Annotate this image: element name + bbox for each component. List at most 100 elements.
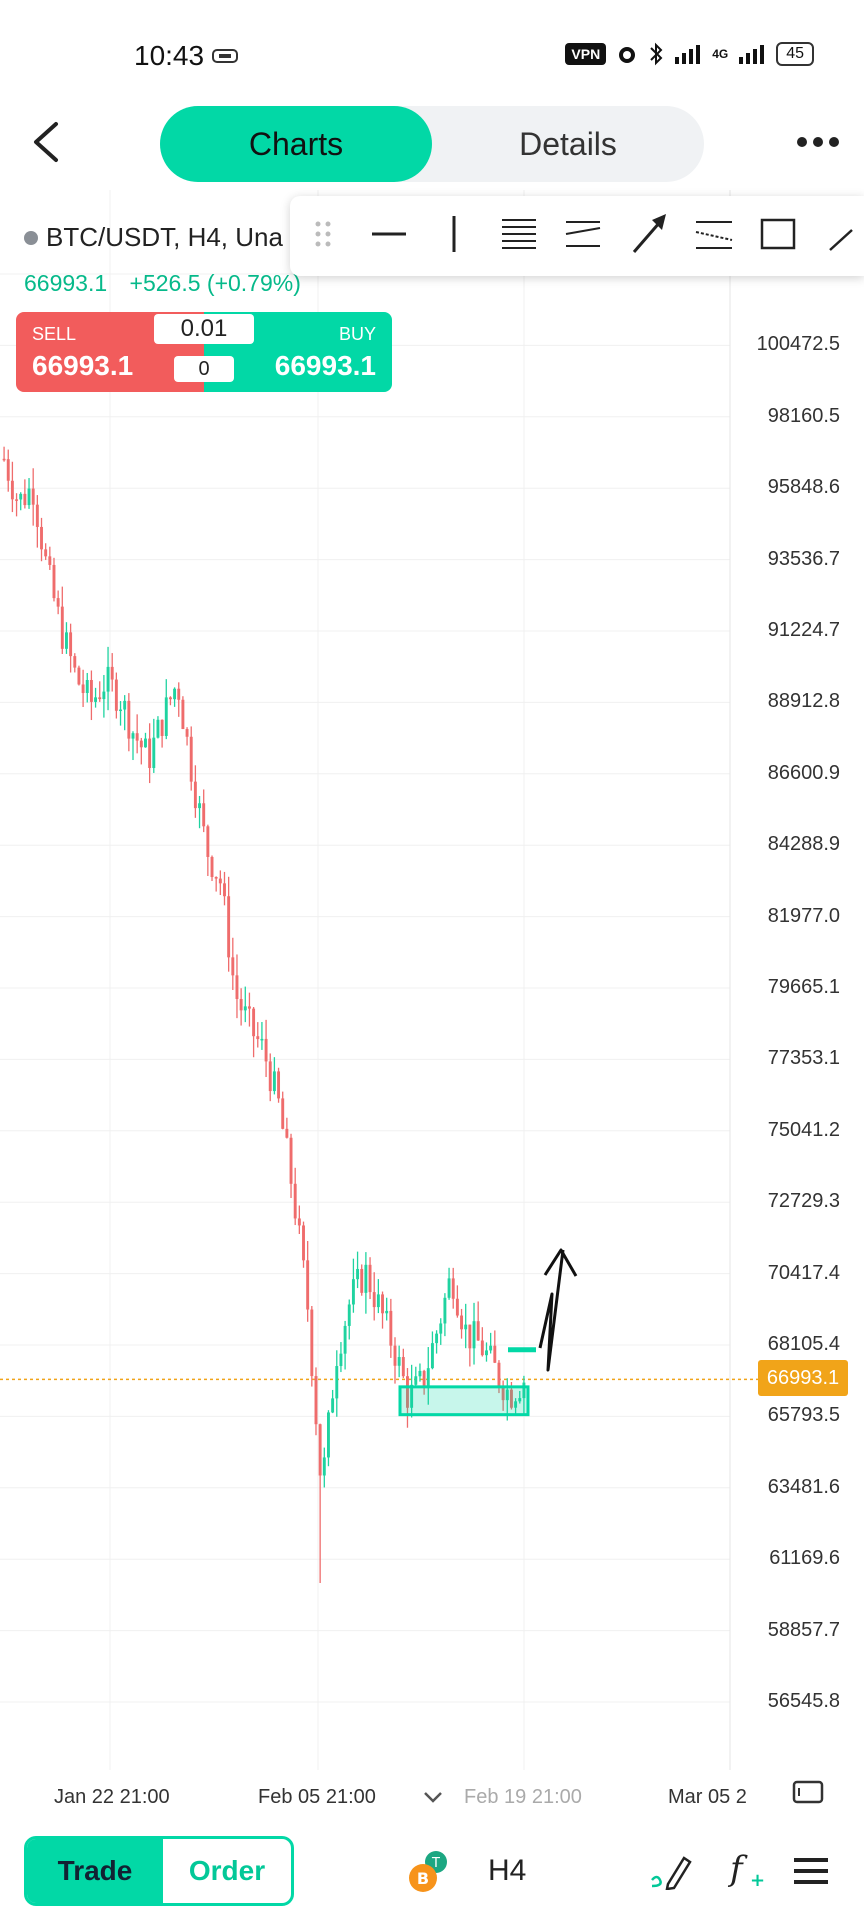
candle-body (455, 1298, 459, 1316)
candle-body (23, 493, 27, 506)
candle-body (98, 697, 102, 700)
candle-body (264, 1038, 268, 1062)
back-icon[interactable] (24, 118, 72, 166)
candle-body (401, 1357, 405, 1377)
bottom-bar: Trade Order T B H4 f + (0, 1820, 864, 1920)
trade-order-tabs: Trade Order (24, 1836, 294, 1906)
candle-body (160, 719, 164, 736)
candle-body (35, 504, 39, 527)
candle-body (306, 1260, 310, 1310)
support-zone-rectangle (398, 1385, 530, 1417)
tab-charts[interactable]: Charts (160, 106, 432, 182)
y-tick: 68105.4 (767, 1333, 840, 1355)
quantity-input[interactable]: 0.01 (154, 314, 254, 344)
signal-icon (675, 45, 701, 64)
y-tick: 79665.1 (767, 976, 840, 998)
candle-body (235, 975, 239, 999)
candle-body (114, 679, 118, 711)
candle-body (522, 1382, 526, 1399)
candle-body (514, 1401, 518, 1408)
drag-handle-icon[interactable] (315, 221, 331, 247)
candle-body (393, 1345, 397, 1366)
y-tick: 77353.1 (767, 1047, 840, 1070)
x-tick: Jan 22 21:00 (54, 1786, 170, 1808)
candle-body (368, 1264, 372, 1293)
bitcoin-icon[interactable]: T B (406, 1850, 450, 1894)
candle-body (2, 458, 6, 461)
svg-text:T: T (431, 1856, 440, 1871)
y-tick: 93536.7 (767, 547, 840, 570)
candle-body (505, 1389, 509, 1401)
candle-body (302, 1225, 305, 1261)
candle-body (468, 1324, 472, 1349)
parallel-channel-icon[interactable] (565, 221, 601, 247)
candle-body (322, 1457, 326, 1476)
y-tick: 88912.8 (767, 690, 840, 713)
candle-body (227, 896, 231, 958)
candle-body (15, 499, 19, 501)
candle-body (476, 1321, 480, 1341)
fib-retracement-icon[interactable] (502, 219, 536, 249)
tab-trade[interactable]: Trade (27, 1839, 163, 1903)
candle-body (389, 1310, 393, 1346)
candle-body (260, 1038, 264, 1041)
last-price: 66993.1 (24, 270, 108, 296)
regression-channel-icon[interactable] (695, 221, 733, 249)
trade-widget: SELL 66993.1 BUY 66993.1 0.01 0 (16, 312, 392, 392)
candle-body (509, 1389, 513, 1408)
y-tick: 70417.4 (767, 1261, 840, 1284)
candle-body (31, 488, 35, 505)
candle-body (123, 700, 127, 710)
candle-body (376, 1294, 380, 1308)
candle-body (40, 526, 43, 550)
indicators-icon[interactable]: f + (724, 1844, 768, 1892)
line-icon[interactable] (829, 229, 853, 251)
candle-body (6, 459, 10, 481)
candle-body (347, 1304, 351, 1326)
bluetooth-icon (650, 42, 663, 66)
chart-annotations (398, 1248, 578, 1417)
candle-body (152, 737, 156, 768)
price-change: +526.5 (+0.79%) (129, 270, 301, 296)
draw-tool-icon[interactable] (648, 1850, 694, 1890)
candle-body (443, 1297, 447, 1324)
candle-body (327, 1412, 330, 1458)
tab-details[interactable]: Details (519, 126, 617, 162)
candle-body (518, 1398, 522, 1402)
candle-body (193, 781, 197, 809)
menu-icon[interactable] (794, 1856, 828, 1886)
buy-label: BUY (338, 324, 376, 344)
chevron-down-icon[interactable] (420, 1784, 446, 1810)
fullscreen-icon[interactable] (792, 1780, 824, 1804)
candle-body (364, 1264, 368, 1293)
y-tick: 81977.0 (767, 904, 840, 927)
candle-body (231, 957, 235, 976)
candle-body (19, 493, 23, 500)
candle-body (185, 729, 189, 737)
candle-body (318, 1424, 322, 1476)
candle-body (435, 1333, 439, 1344)
candle-body (131, 733, 135, 739)
candle-body (110, 666, 114, 680)
candle-body (189, 736, 193, 782)
up-arrow-head (543, 1248, 578, 1277)
status-icons: VPN 4G 45 (565, 42, 814, 66)
timeframe-selector[interactable]: H4 (488, 1854, 527, 1887)
price-chart[interactable] (0, 190, 864, 1800)
y-tick: 98160.5 (767, 404, 840, 427)
more-icon[interactable] (796, 130, 840, 154)
candle-body (85, 679, 89, 694)
candle-body (372, 1292, 376, 1308)
tab-order[interactable]: Order (188, 1855, 266, 1886)
candles (2, 446, 526, 1583)
y-tick: 63481.6 (767, 1475, 840, 1498)
candle-body (56, 598, 60, 607)
symbol-line[interactable]: BTC/USDT, H4, Una (24, 222, 283, 253)
y-tick: 75041.2 (767, 1118, 840, 1141)
y-tick: 56545.8 (767, 1690, 840, 1712)
x-tick: Mar 05 2 (668, 1786, 747, 1808)
arrow-icon[interactable] (632, 214, 666, 253)
candle-body (202, 803, 206, 827)
cast-icon (212, 49, 238, 63)
rectangle-icon[interactable] (760, 218, 796, 250)
